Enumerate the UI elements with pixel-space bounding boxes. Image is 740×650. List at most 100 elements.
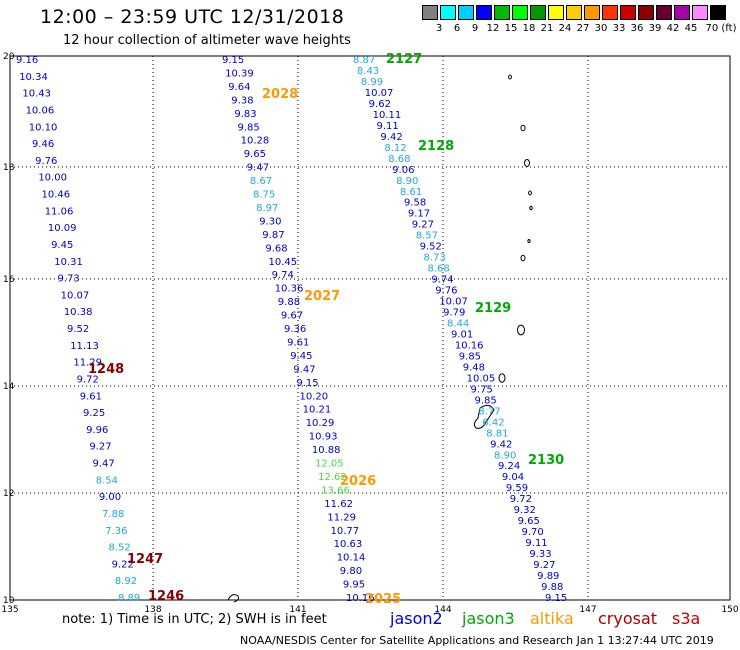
wave-height-value: 11.29 xyxy=(327,512,356,523)
wave-height-value: 7.36 xyxy=(105,526,127,537)
x-axis-label: 147 xyxy=(579,605,596,615)
wave-height-value: 10.28 xyxy=(241,136,270,147)
wave-height-value: 10.11 xyxy=(373,110,402,121)
legend-swatch xyxy=(692,5,708,20)
wave-height-value: 9.30 xyxy=(259,216,281,227)
island-outline xyxy=(527,238,531,244)
legend-label: 27 xyxy=(576,23,590,34)
wave-height-value: 10.63 xyxy=(334,539,363,550)
wave-height-value: 9.88 xyxy=(541,582,563,593)
legend-label: 15 xyxy=(504,23,518,34)
wave-height-value: 9.42 xyxy=(380,132,402,143)
legend-cryosat: cryosat xyxy=(598,609,658,628)
legend-jason2: jason2 xyxy=(390,609,443,628)
wave-height-value: 10.16 xyxy=(455,340,484,351)
wave-height-value: 9.80 xyxy=(340,566,362,577)
wave-height-value: 9.27 xyxy=(412,220,434,231)
legend-altika: altika xyxy=(530,609,574,628)
track-pass-label: 2128 xyxy=(418,139,454,154)
legend-swatch xyxy=(458,5,474,20)
track-pass-label: 2027 xyxy=(304,289,340,304)
y-axis-label: 10 xyxy=(3,596,15,606)
legend-swatch xyxy=(440,5,456,20)
legend-jason3: jason3 xyxy=(462,609,515,628)
wave-height-value: 9.61 xyxy=(80,391,102,402)
wave-height-value: 10.43 xyxy=(22,89,51,100)
wave-height-value: 8.57 xyxy=(416,231,438,242)
wave-height-value: 8.90 xyxy=(494,450,516,461)
wave-height-value: 9.87 xyxy=(262,230,284,241)
legend-swatch xyxy=(602,5,618,20)
track-pass-label: 2127 xyxy=(386,52,422,67)
wave-height-value: 9.88 xyxy=(278,297,300,308)
wave-height-value: 10.00 xyxy=(38,173,67,184)
legend-label: 9 xyxy=(471,23,479,34)
island-outline xyxy=(528,190,532,196)
legend-label: 33 xyxy=(612,23,626,34)
wave-height-value: 9.11 xyxy=(377,121,399,132)
wave-height-value: 10.31 xyxy=(54,257,83,268)
wave-height-value: 13.66 xyxy=(321,485,350,496)
legend-swatch xyxy=(494,5,510,20)
wave-height-value: 9.74 xyxy=(431,275,453,286)
track-pass-label: 2026 xyxy=(340,474,376,489)
island-outline xyxy=(524,159,530,167)
footer-credit: NOAA/NESDIS Center for Satellite Applica… xyxy=(240,634,714,647)
wave-height-value: 8.92 xyxy=(115,576,137,587)
wave-height-value: 8.52 xyxy=(108,543,130,554)
legend-swatch xyxy=(620,5,636,20)
island-outline xyxy=(520,124,526,132)
track-pass-label: 1246 xyxy=(148,589,184,604)
track-pass-label: 2028 xyxy=(262,87,298,102)
wave-height-value: 9.17 xyxy=(408,209,430,220)
wave-height-value: 12.05 xyxy=(315,459,344,470)
wave-height-value: 8.87 xyxy=(353,55,375,66)
x-axis-label: 135 xyxy=(1,605,18,615)
x-axis-label: 144 xyxy=(434,605,451,615)
note-text: note: 1) Time is in UTC; 2) SWH is in fe… xyxy=(62,612,327,627)
island-outline xyxy=(529,205,533,211)
legend-label: 18 xyxy=(522,23,536,34)
wave-height-value: 9.32 xyxy=(514,505,536,516)
legend-label: 45 xyxy=(684,23,698,34)
wave-height-value: 8.75 xyxy=(253,190,275,201)
map-subtitle: 12 hour collection of altimeter wave hei… xyxy=(63,33,351,48)
wave-height-value: 8.77 xyxy=(478,406,500,417)
wave-height-value: 9.00 xyxy=(99,492,121,503)
wave-height-value: 9.83 xyxy=(234,109,256,120)
wave-height-value: 10.77 xyxy=(331,526,360,537)
wave-height-value: 9.76 xyxy=(435,286,457,297)
x-axis-label: 138 xyxy=(144,605,161,615)
island-outline xyxy=(508,74,512,80)
wave-height-value: 9.46 xyxy=(32,139,54,150)
wave-height-value: 9.27 xyxy=(89,442,111,453)
wave-height-value: 9.58 xyxy=(404,198,426,209)
wave-height-value: 9.62 xyxy=(369,99,391,110)
wave-height-value: 10.34 xyxy=(19,72,48,83)
wave-height-value: 10.29 xyxy=(306,418,335,429)
legend-label: 21 xyxy=(540,23,554,34)
wave-height-value: 9.85 xyxy=(238,122,260,133)
wave-height-value: 9.75 xyxy=(471,384,493,395)
wave-height-value: 8.44 xyxy=(447,319,469,330)
wave-height-value: 9.27 xyxy=(533,560,555,571)
wave-height-value: 9.47 xyxy=(93,459,115,470)
wave-height-value: 9.65 xyxy=(518,516,540,527)
legend-label: 24 xyxy=(558,23,572,34)
wave-height-value: 8.61 xyxy=(400,187,422,198)
wave-height-value: 9.48 xyxy=(463,362,485,373)
legend-swatch xyxy=(710,5,726,20)
wave-height-value: 9.24 xyxy=(498,461,520,472)
wave-height-value: 8.67 xyxy=(250,176,272,187)
wave-height-value: 7.88 xyxy=(102,509,124,520)
legend-swatch xyxy=(548,5,564,20)
wave-height-value: 9.96 xyxy=(86,425,108,436)
legend-label: 30 xyxy=(594,23,608,34)
wave-height-value: 10.46 xyxy=(42,190,71,201)
map-title: 12:00 – 23:59 UTC 12/31/2018 xyxy=(40,6,345,28)
wave-height-value: 6.42 xyxy=(482,417,504,428)
wave-height-value: 9.47 xyxy=(293,364,315,375)
wave-height-value: 10.39 xyxy=(225,68,254,79)
wave-height-value: 8.68 xyxy=(427,264,449,275)
track-pass-label: 1247 xyxy=(127,552,163,567)
